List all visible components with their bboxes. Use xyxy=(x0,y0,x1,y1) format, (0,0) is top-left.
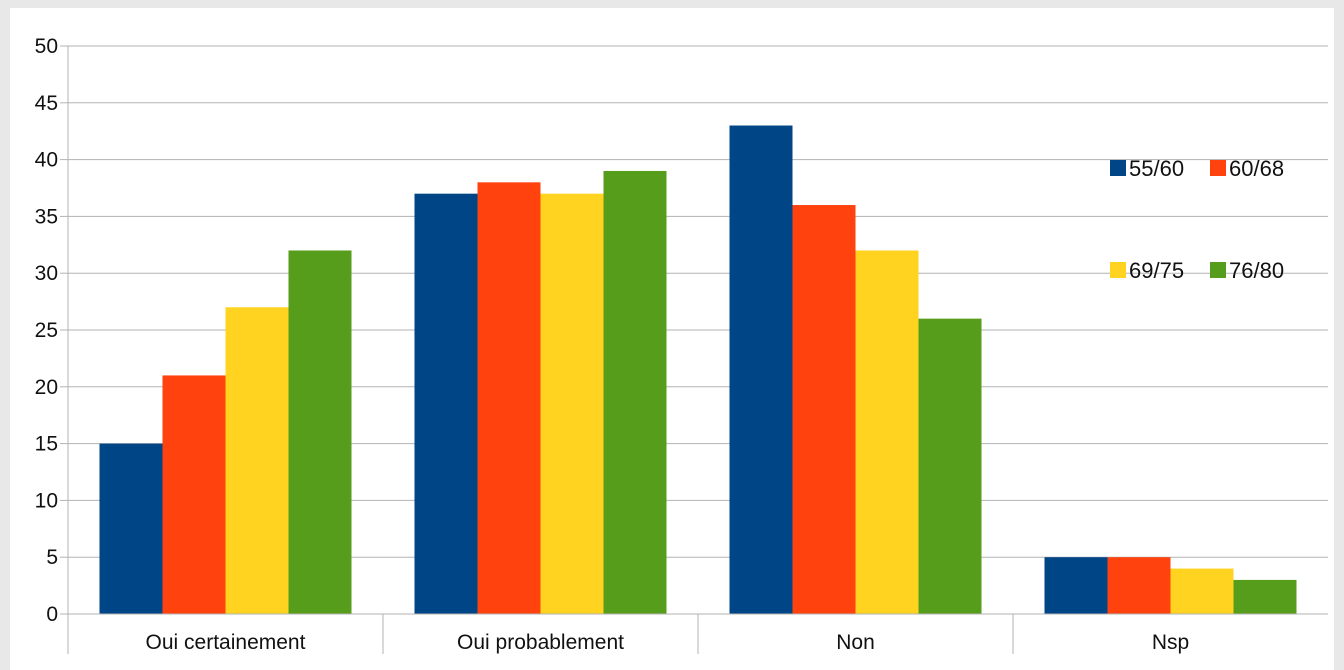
bar xyxy=(540,193,604,614)
bar xyxy=(1233,579,1297,614)
y-tick-label: 35 xyxy=(35,205,58,228)
legend-swatch xyxy=(1210,160,1226,176)
x-category-label: Non xyxy=(836,631,875,654)
y-tick-label: 30 xyxy=(35,262,58,285)
legend-label: 60/68 xyxy=(1229,156,1284,181)
x-category-labels: Oui certainement Oui probablement Non Nsp xyxy=(146,631,1190,654)
bar xyxy=(729,125,793,615)
bar xyxy=(603,170,667,614)
bar xyxy=(99,443,163,614)
legend-swatch xyxy=(1110,160,1126,176)
y-tick-label: 40 xyxy=(35,149,58,172)
y-tick-label: 50 xyxy=(35,35,58,58)
bar xyxy=(1107,557,1171,614)
y-tick-label: 45 xyxy=(35,92,58,115)
legend-swatch xyxy=(1210,262,1226,278)
y-tick-labels: 0 5 10 15 20 25 30 35 40 45 50 xyxy=(35,35,58,626)
bar xyxy=(1044,557,1108,614)
bar xyxy=(414,193,478,614)
bars xyxy=(99,125,1297,615)
y-tick-label: 15 xyxy=(35,433,58,456)
bar xyxy=(225,307,289,614)
bar xyxy=(792,205,856,615)
legend: 55/60 60/68 69/75 76/80 xyxy=(1110,156,1284,283)
y-tick-label: 5 xyxy=(46,546,58,569)
x-category-label: Oui probablement xyxy=(457,631,624,654)
y-tick-label: 25 xyxy=(35,319,58,342)
y-tick-label: 0 xyxy=(46,603,58,626)
bar xyxy=(1170,568,1234,614)
legend-label: 69/75 xyxy=(1129,258,1184,283)
bar xyxy=(855,250,919,615)
x-category-label: Nsp xyxy=(1152,631,1189,654)
y-tick-label: 20 xyxy=(35,376,58,399)
legend-label: 76/80 xyxy=(1229,258,1284,283)
bar xyxy=(162,375,226,614)
bar xyxy=(918,318,982,614)
axes xyxy=(60,45,1328,654)
legend-swatch xyxy=(1110,262,1126,278)
legend-label: 55/60 xyxy=(1129,156,1184,181)
bar xyxy=(288,250,352,615)
bar xyxy=(477,182,541,614)
y-tick-label: 10 xyxy=(35,489,58,512)
x-category-label: Oui certainement xyxy=(146,631,306,654)
